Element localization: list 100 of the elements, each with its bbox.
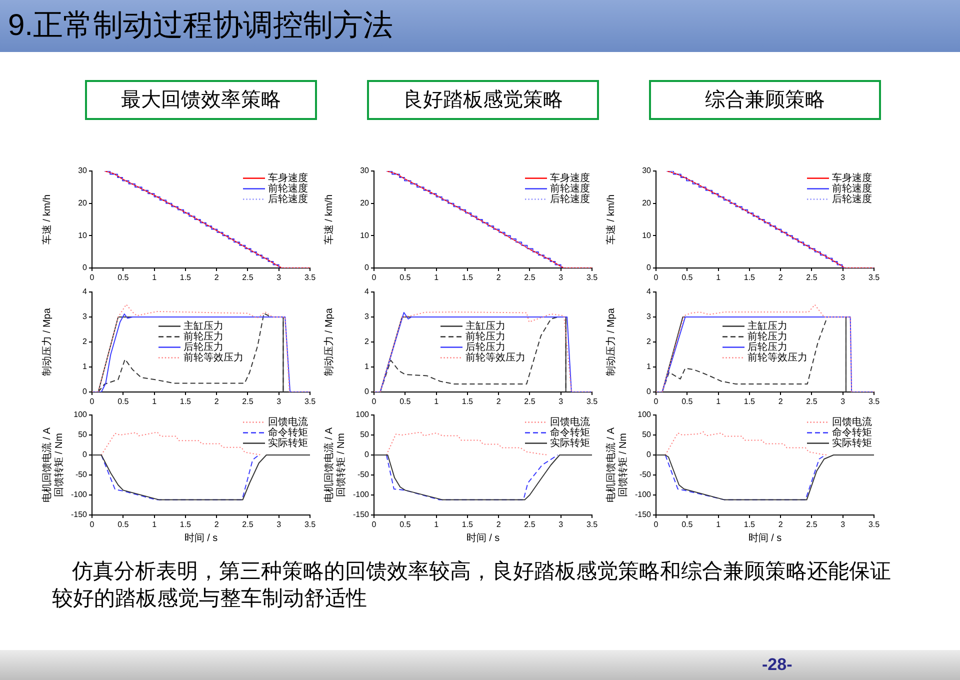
- x-tick-label: 2: [778, 520, 784, 530]
- y-tick-label: 100: [356, 410, 370, 420]
- x-tick-label: 2.5: [242, 520, 254, 530]
- x-tick-label: 1.5: [744, 397, 756, 406]
- chart-title: 综合兼顾策略: [649, 80, 881, 120]
- legend-label: 前轮速度: [550, 182, 590, 194]
- legend-label: 车身速度: [550, 172, 590, 184]
- y-tick-label: 10: [78, 230, 88, 240]
- y-tick-label: 10: [360, 230, 370, 240]
- x-tick-label: 0.5: [682, 520, 694, 530]
- y-tick-label: 4: [646, 287, 652, 296]
- legend-label: 命令转矩: [268, 426, 308, 438]
- x-tick-label: 0: [90, 520, 95, 530]
- y-tick-label: 0: [646, 387, 652, 396]
- x-tick-label: 1.5: [462, 520, 474, 530]
- legend-label: 实际转矩: [832, 437, 872, 449]
- x-tick-label: 3.5: [304, 397, 316, 406]
- x-tick-label: 3: [276, 273, 282, 282]
- legend-label: 实际转矩: [550, 437, 590, 449]
- x-tick-label: 3: [276, 397, 282, 406]
- x-tick-label: 2.5: [524, 273, 536, 282]
- x-tick-label: 2: [214, 273, 220, 282]
- x-axis-title: 时间 / s: [466, 532, 500, 544]
- y-axis-title: 制动压力 / Mpa: [604, 308, 617, 376]
- chart-title: 良好踏板感觉策略: [367, 80, 599, 120]
- line-series: [664, 431, 828, 456]
- y-tick-label: 30: [642, 166, 652, 176]
- x-tick-label: 3.5: [304, 520, 316, 530]
- x-tick-label: 1.5: [462, 273, 474, 282]
- y-axis-title: 制动压力 / Mpa: [40, 308, 53, 376]
- legend-label: 前轮速度: [832, 182, 872, 194]
- x-tick-label: 3.5: [586, 520, 598, 530]
- y-tick-label: 50: [360, 430, 370, 440]
- y-tick-label: -100: [634, 490, 652, 500]
- x-tick-label: 1: [434, 273, 440, 282]
- y-tick-label: 2: [82, 337, 88, 346]
- y-tick-label: -150: [634, 510, 652, 520]
- y-tick-label: 1: [82, 362, 88, 372]
- x-tick-label: 0.5: [400, 397, 412, 406]
- y-tick-label: 100: [74, 410, 88, 420]
- y-axis-title: 制动压力 / Mpa: [322, 308, 335, 376]
- x-tick-label: 1.5: [180, 397, 192, 406]
- x-tick-label: 0.5: [118, 273, 130, 282]
- x-tick-label: 1: [716, 520, 722, 530]
- legend-label: 命令转矩: [550, 426, 590, 438]
- legend-label: 回馈电流: [268, 416, 308, 428]
- y-tick-label: 50: [78, 430, 88, 440]
- legend-label: 车身速度: [832, 172, 872, 184]
- x-tick-label: 0.5: [118, 520, 130, 530]
- x-tick-label: 3: [558, 397, 564, 406]
- legend-label: 前轮等效压力: [748, 352, 808, 364]
- y-tick-label: 20: [642, 198, 652, 208]
- x-tick-label: 1.5: [180, 273, 192, 282]
- y-tick-label: 0: [364, 450, 370, 460]
- y-axis-title: 电机回馈电流 / A 回馈转矩 / Nm: [322, 427, 347, 503]
- y-tick-label: -50: [639, 470, 652, 480]
- x-tick-label: 0.5: [118, 397, 130, 406]
- y-tick-label: 4: [82, 287, 88, 296]
- chart-title: 最大回馈效率策略: [85, 80, 317, 120]
- legend-label: 主缸压力: [748, 320, 788, 332]
- x-tick-label: 3.5: [586, 273, 598, 282]
- y-axis-title: 电机回馈电流 / A 回馈转矩 / Nm: [604, 427, 629, 503]
- legend-label: 前轮压力: [466, 330, 506, 342]
- x-tick-label: 0.5: [682, 273, 694, 282]
- x-tick-label: 2.5: [242, 397, 254, 406]
- text: 仿真分析表明，第三种策略的回馈效率较高，良好踏板感觉策略和综合兼顾策略还能保证较好的踏板感觉与整车制动舒适性: [52, 559, 892, 612]
- x-tick-label: 1.5: [462, 397, 474, 406]
- x-tick-label: 2.5: [524, 520, 536, 530]
- y-tick-label: -150: [70, 510, 88, 520]
- y-axis-title: 车速 / km/h: [604, 194, 617, 245]
- x-tick-label: 1: [434, 520, 440, 530]
- y-axis-title: 电机回馈电流 / A 回馈转矩 / Nm: [40, 427, 65, 503]
- x-tick-label: 2: [778, 397, 784, 406]
- y-tick-label: 0: [82, 450, 88, 460]
- x-tick-label: 3: [840, 397, 846, 406]
- x-tick-label: 0.5: [400, 520, 412, 530]
- legend-label: 实际转矩: [268, 437, 308, 449]
- legend-label: 主缸压力: [184, 320, 224, 332]
- x-tick-label: 2.5: [806, 397, 818, 406]
- x-tick-label: 2: [778, 273, 784, 282]
- x-tick-label: 3.5: [868, 520, 880, 530]
- x-tick-label: 2: [214, 397, 220, 406]
- legend-label: 后轮速度: [832, 193, 872, 205]
- x-tick-label: 2.5: [806, 273, 818, 282]
- text: -28-: [762, 655, 792, 675]
- x-tick-label: 3: [558, 273, 564, 282]
- x-tick-label: 1.5: [180, 520, 192, 530]
- x-tick-label: 1: [716, 273, 722, 282]
- y-tick-label: 10: [642, 230, 652, 240]
- y-tick-label: 30: [360, 166, 370, 176]
- x-tick-label: 3: [840, 273, 846, 282]
- x-tick-label: 3.5: [304, 273, 316, 282]
- x-tick-label: 2: [496, 520, 502, 530]
- legend-label: 前轮压力: [184, 330, 224, 342]
- y-tick-label: -100: [352, 490, 370, 500]
- legend-label: 主缸压力: [466, 320, 506, 332]
- y-tick-label: 3: [646, 312, 652, 322]
- x-tick-label: 1: [152, 397, 158, 406]
- x-tick-label: 0: [372, 520, 377, 530]
- legend-label: 后轮速度: [550, 193, 590, 205]
